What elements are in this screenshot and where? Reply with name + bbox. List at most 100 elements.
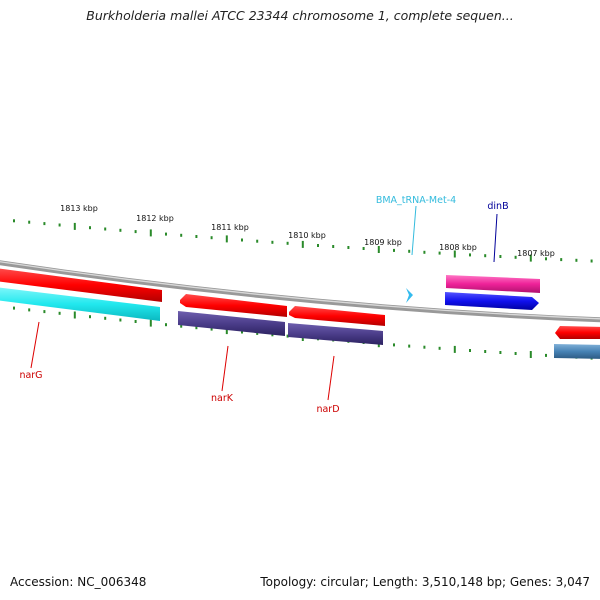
minor-tick	[104, 316, 107, 320]
scale-label: 1813 kbp	[60, 204, 98, 213]
scale-label: 1811 kbp	[211, 223, 249, 232]
minor-tick	[13, 219, 15, 223]
minor-tick	[271, 333, 274, 337]
minor-tick	[545, 257, 547, 261]
minor-tick	[408, 344, 411, 348]
minor-tick	[317, 244, 319, 247]
major-tick	[73, 311, 76, 319]
major-tick	[301, 240, 304, 248]
gene-label-narD[interactable]: narD	[316, 404, 339, 415]
minor-tick	[484, 254, 487, 258]
gene-feature-narG-fwd[interactable]	[0, 268, 162, 302]
minor-tick	[58, 223, 61, 227]
minor-tick	[134, 230, 137, 234]
minor-tick	[256, 331, 259, 335]
chromosome-backbone-highlight	[0, 261, 600, 320]
scale-label: 1808 kbp	[439, 243, 477, 252]
gene-label-narK[interactable]: narK	[211, 393, 234, 404]
minor-tick	[438, 251, 441, 255]
chromosome-backbone	[0, 260, 600, 323]
minor-tick	[362, 247, 365, 250]
minor-tick	[13, 306, 15, 310]
minor-tick	[393, 248, 395, 252]
minor-tick	[134, 320, 137, 323]
minor-tick	[256, 239, 259, 243]
major-tick	[225, 235, 228, 243]
major-tick	[149, 229, 152, 237]
minor-tick	[499, 255, 502, 258]
minor-tick	[575, 258, 578, 262]
scale-ticks-upper	[13, 219, 593, 263]
minor-tick	[469, 253, 471, 257]
minor-tick	[241, 238, 243, 242]
minor-tick	[393, 343, 395, 347]
minor-tick	[560, 258, 563, 262]
gene-label-narG[interactable]: narG	[19, 370, 42, 381]
major-tick	[529, 351, 532, 358]
major-tick	[453, 250, 456, 258]
minor-tick	[195, 235, 198, 238]
minor-tick	[514, 352, 517, 355]
minor-tick	[119, 228, 122, 232]
minor-tick	[484, 350, 487, 353]
scale-label: 1812 kbp	[136, 214, 174, 223]
scale-label: 1807 kbp	[517, 249, 555, 258]
minor-tick	[423, 345, 426, 349]
gene-feature-steel[interactable]	[554, 344, 600, 359]
minor-tick	[210, 327, 213, 331]
major-tick	[453, 345, 456, 353]
label-connector-narD	[327, 355, 335, 401]
minor-tick	[210, 236, 213, 240]
gene-label-trna[interactable]: BMA_tRNA-Met-4	[376, 195, 456, 206]
minor-tick	[499, 351, 502, 354]
minor-tick	[286, 241, 289, 245]
label-connector-dinB	[493, 213, 498, 263]
scale-labels: 1813 kbp 1812 kbp 1811 kbp 1810 kbp 1809…	[60, 204, 555, 258]
gene-feature-dinB-magenta[interactable]	[446, 275, 540, 293]
gene-feature-purple-2[interactable]	[288, 323, 383, 345]
minor-tick	[28, 220, 31, 224]
rrna-feature-cyan[interactable]	[0, 287, 160, 321]
major-tick	[529, 254, 532, 262]
minor-tick	[590, 259, 593, 263]
label-connector-narG	[30, 321, 40, 369]
gene-feature-purple-1[interactable]	[178, 311, 285, 336]
minor-tick	[286, 334, 289, 338]
gene-feature-dinB[interactable]	[445, 292, 539, 310]
minor-tick	[165, 232, 167, 236]
minor-tick	[241, 330, 243, 334]
minor-tick	[469, 349, 471, 352]
minor-tick	[514, 255, 517, 259]
major-tick	[73, 222, 76, 230]
gene-feature-narD[interactable]	[289, 306, 385, 326]
map-title: Burkholderia mallei ATCC 23344 chromosom…	[86, 8, 514, 23]
minor-tick	[89, 226, 91, 230]
minor-tick	[165, 323, 167, 327]
gene-feature-red-right[interactable]	[555, 326, 600, 339]
label-connector-trna	[411, 205, 417, 256]
minor-tick	[89, 315, 91, 319]
minor-tick	[332, 245, 335, 248]
minor-tick	[28, 308, 31, 312]
minor-tick	[180, 324, 183, 328]
minor-tick	[271, 240, 274, 244]
gene-label-dinB[interactable]: dinB	[487, 201, 508, 212]
scale-label: 1810 kbp	[288, 231, 326, 240]
minor-tick	[43, 222, 46, 226]
minor-tick	[408, 249, 411, 253]
accession-text: Accession: NC_006348	[10, 575, 147, 589]
label-connector-narK	[221, 345, 229, 392]
minor-tick	[423, 250, 426, 254]
minor-tick	[347, 246, 350, 249]
minor-tick	[195, 326, 198, 330]
topology-summary: Topology: circular; Length: 3,510,148 bp…	[260, 575, 590, 589]
gene-feature-narK[interactable]	[180, 294, 287, 317]
minor-tick	[58, 311, 61, 315]
trna-feature[interactable]	[406, 288, 413, 303]
minor-tick	[545, 353, 547, 357]
minor-tick	[180, 233, 183, 237]
minor-tick	[438, 346, 441, 350]
minor-tick	[104, 227, 107, 231]
minor-tick	[43, 310, 46, 314]
